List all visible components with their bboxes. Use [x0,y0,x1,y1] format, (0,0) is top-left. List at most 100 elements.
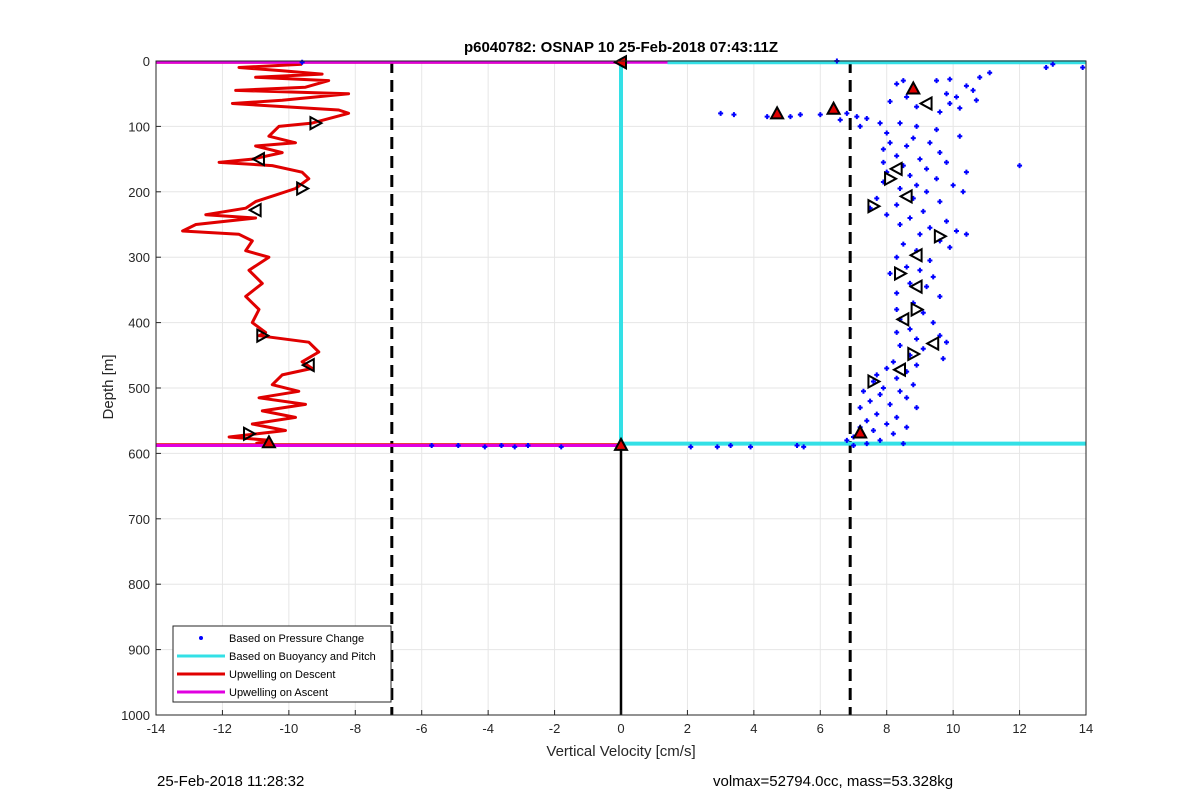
descent-triangle-marker [300,357,315,373]
pressure-change-point [970,87,976,93]
ascent-triangle-marker [769,105,785,120]
pressure-change-point [844,437,850,443]
descent-triangle-marker [888,161,903,177]
pressure-change-point [1080,65,1086,71]
x-tick-label: 6 [817,721,824,736]
y-tick-label: 900 [128,643,150,658]
pressure-change-point [801,444,807,450]
pressure-change-point [904,264,910,270]
pressure-change-point [874,411,880,417]
pressure-change-point [1050,61,1056,67]
pressure-change-point [977,74,983,80]
pressure-change-point [920,208,926,214]
pressure-change-point [877,437,883,443]
pressure-change-point [880,146,886,152]
reference-lines [390,61,852,715]
pressure-change-point [937,293,943,299]
legend-swatch-dot [199,636,203,640]
pressure-change-point [987,70,993,76]
chart-markers [243,54,948,451]
pressure-change-point [953,94,959,100]
pressure-change-point [1043,65,1049,71]
pressure-change-point [897,388,903,394]
legend-label: Upwelling on Ascent [229,687,328,699]
pressure-change-point [937,199,943,205]
glider-mass-info: volmax=52794.0cc, mass=53.328kg [713,773,954,790]
pressure-change-point [894,414,900,420]
descent-triangle-marker [894,265,909,282]
descent-triangle-marker [256,327,271,344]
pressure-change-point [910,135,916,141]
pressure-change-point [887,99,893,105]
descent-triangle-marker [309,115,324,131]
pressure-change-point [934,78,940,84]
print-timestamp: 25-Feb-2018 11:28:32 [157,773,305,790]
y-tick-label: 0 [143,54,150,69]
y-tick-label: 200 [128,185,150,200]
pressure-change-point [894,329,900,335]
pressure-change-point [900,441,906,447]
pressure-change-point [917,267,923,273]
pressure-change-point [914,123,920,129]
pressure-change-point [817,112,823,118]
ascent-triangle-marker [261,434,277,449]
pressure-change-point [907,280,913,286]
pressure-change-point [890,359,896,365]
pressure-change-point [874,195,880,201]
chart-title: p6040782: OSNAP 10 25-Feb-2018 07:43:11Z [464,39,778,56]
pressure-change-point [914,362,920,368]
pressure-change-point [904,143,910,149]
ascent-triangle-marker [613,436,629,451]
pressure-change-point [837,117,843,123]
pressure-change-point [907,326,913,332]
pressure-change-point [944,218,949,224]
ascent-triangle-marker [852,424,868,439]
pressure-change-point [924,284,930,290]
pressure-change-point [944,159,949,165]
pressure-change-point [907,215,913,221]
y-tick-label: 600 [128,446,150,461]
pressure-change-point [904,94,910,100]
pressure-change-point [857,405,863,411]
x-axis-label: Vertical Velocity [cm/s] [546,743,695,760]
pressure-change-point [924,166,930,172]
x-tick-label: 0 [617,721,624,736]
pressure-change-point [963,169,969,175]
pressure-change-point [787,114,793,120]
y-tick-label: 500 [128,381,150,396]
x-tick-label: -2 [549,721,561,736]
legend-label: Based on Buoyancy and Pitch [229,651,376,663]
pressure-change-point [867,398,873,404]
pressure-change-point [887,271,893,277]
descent-triangle-marker [296,180,311,197]
descent-triangle-marker [898,188,913,205]
upwelling-descent-line [181,62,351,446]
pressure-change-point [917,156,923,162]
pressure-change-point [914,336,920,342]
pressure-change-point [944,91,949,97]
pressure-change-point [894,153,900,159]
pressure-change-point [731,112,737,118]
chart-series [156,58,1086,450]
pressure-change-point [884,130,890,136]
pressure-change-point [860,388,866,394]
x-tick-label: 14 [1079,721,1093,736]
descent-triangle-marker [908,278,923,295]
pressure-change-point [887,140,893,146]
pressure-change-point [900,241,906,247]
pressure-change-point [904,424,910,430]
pressure-change-point [844,110,850,116]
pressure-change-point [1017,163,1023,169]
x-tick-label: 4 [750,721,757,736]
descent-triangle-marker [243,426,258,442]
chart-legend: Based on Pressure Change Based on Buoyanc… [172,625,392,703]
pressure-change-point [894,375,900,381]
pressure-change-point [429,443,435,449]
pressure-change-point [897,186,903,192]
pressure-change-point [455,443,461,449]
pressure-change-point [764,114,770,120]
y-tick-label: 800 [128,577,150,592]
pressure-change-point [714,444,720,450]
pressure-change-point [525,443,531,449]
pressure-change-point [498,443,504,449]
